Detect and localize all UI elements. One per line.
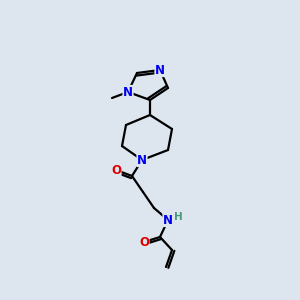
Text: N: N [137,154,147,166]
Text: O: O [111,164,121,176]
Text: N: N [123,85,133,98]
Text: N: N [163,214,173,226]
Text: H: H [174,212,182,222]
Text: O: O [139,236,149,248]
Text: N: N [155,64,165,76]
